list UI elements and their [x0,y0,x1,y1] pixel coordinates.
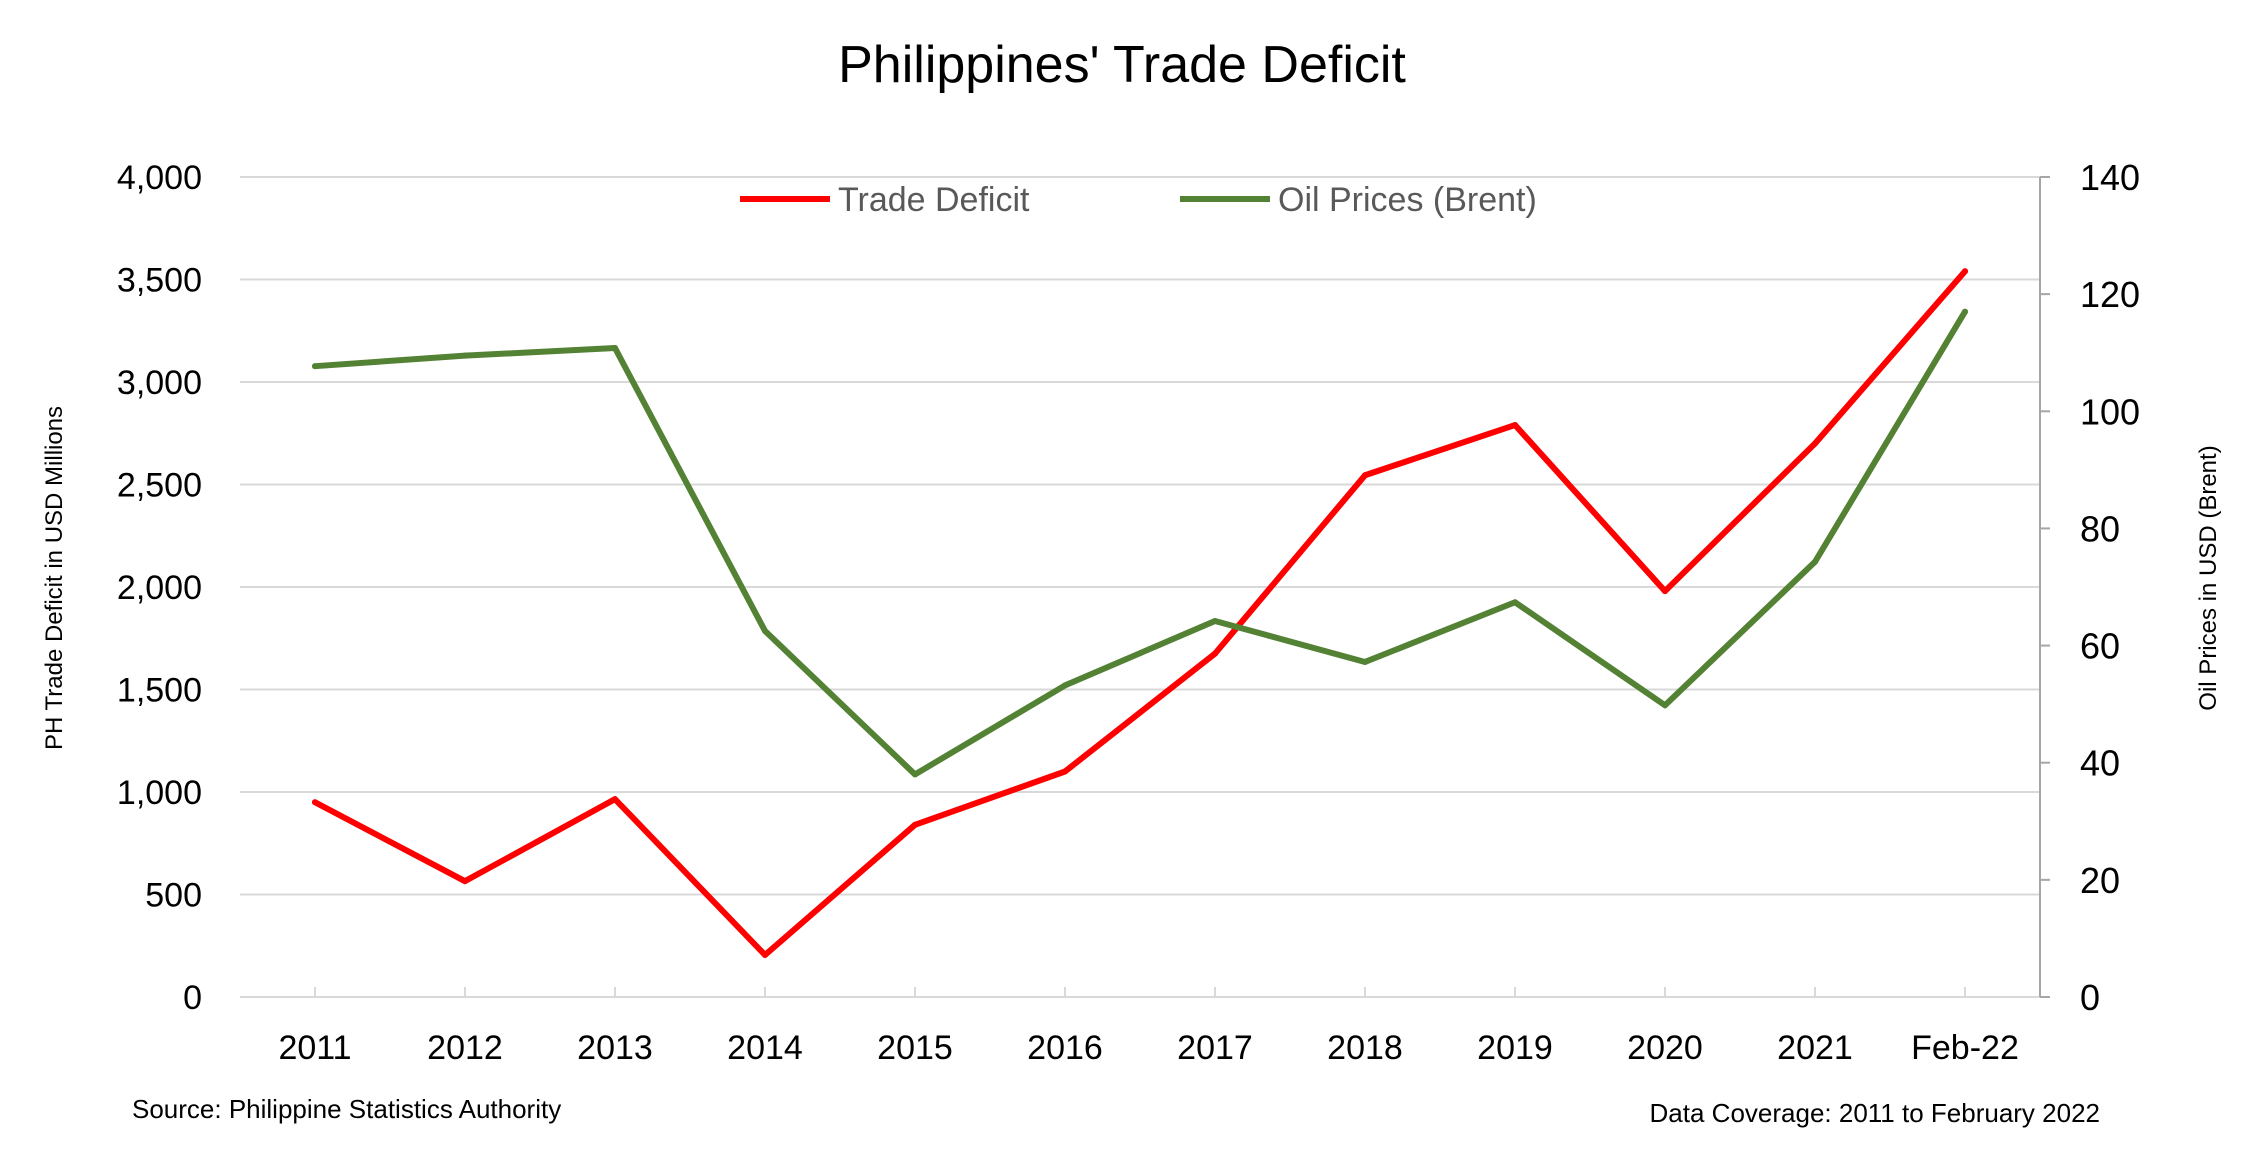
data-point-trade-deficit [1362,472,1368,479]
data-point-oil-prices [1062,682,1068,689]
data-point-oil-prices [1812,558,1818,565]
left-axis-title: PH Trade Deficit in USD Millions [41,406,68,750]
data-point-trade-deficit [762,951,768,958]
left-tick-label: 2,500 [117,467,202,505]
series-line-trade-deficit [312,268,1968,958]
data-point-oil-prices [912,771,918,778]
data-point-oil-prices [462,352,468,359]
right-tick-label: 60 [2080,626,2120,667]
x-tick-label: 2018 [1327,1029,1403,1067]
right-tick-label: 40 [2080,743,2120,784]
data-point-trade-deficit [1662,588,1668,595]
right-tick-label: 100 [2080,391,2140,432]
left-tick-label: 1,500 [117,672,202,710]
right-tick-label: 20 [2080,860,2120,901]
data-point-oil-prices [312,363,318,370]
right-axis-title: Oil Prices in USD (Brent) [2195,445,2222,710]
data-point-trade-deficit [612,796,618,803]
x-tick-label: 2013 [577,1029,653,1067]
left-tick-label: 3,000 [117,364,202,402]
right-tick-label: 120 [2080,274,2140,315]
left-tick-label: 3,500 [117,262,202,300]
right-tick-label: 80 [2080,508,2120,549]
coverage-note: Data Coverage: 2011 to February 2022 [1650,1098,2100,1128]
axes [240,177,2041,998]
data-point-oil-prices [1362,658,1368,665]
x-tick-label: 2021 [1777,1029,1853,1067]
legend-label-oil-prices: Oil Prices (Brent) [1278,181,1537,219]
chart-title: Philippines' Trade Deficit [838,36,1406,94]
data-point-oil-prices [1962,308,1968,315]
data-point-oil-prices [1512,599,1518,606]
x-tick-label: 2019 [1477,1029,1553,1067]
data-point-trade-deficit [312,799,318,806]
data-point-oil-prices [762,627,768,634]
data-point-trade-deficit [1962,268,1968,275]
left-tick-label: 0 [183,979,202,1017]
data-point-oil-prices [612,345,618,352]
data-point-oil-prices [1212,617,1218,624]
data-point-trade-deficit [1062,768,1068,775]
data-point-trade-deficit [462,878,468,885]
right-tick-label: 140 [2080,157,2140,198]
data-point-oil-prices [1662,702,1668,709]
series-lines [312,268,1968,958]
x-tick-label: 2012 [427,1029,503,1067]
series-line-oil-prices [312,308,1968,778]
data-point-trade-deficit [1212,650,1218,657]
left-tick-label: 500 [145,877,202,915]
left-tick-label: 4,000 [117,159,202,197]
x-tick-label: 2020 [1627,1029,1703,1067]
x-axis-ticks: 2011 2012 2013 2014 2015 2016 2017 2018 2019 2020… [278,987,2019,1067]
gridlines [240,176,2040,896]
x-tick-label: 2014 [727,1029,803,1067]
left-tick-label: 2,000 [117,569,202,607]
x-tick-label: Feb-22 [1911,1029,2019,1067]
right-axis-ticks: 0 20 40 60 80 100 120 140 [2040,157,2140,1018]
right-tick-label: 0 [2080,977,2100,1018]
x-tick-label: 2017 [1177,1029,1253,1067]
x-tick-label: 2015 [877,1029,953,1067]
data-point-trade-deficit [912,821,918,828]
left-axis-ticks: 0 500 1,000 1,500 2,000 2,500 3,000 3,500 4,000 [117,159,202,1017]
data-point-trade-deficit [1512,422,1518,429]
x-tick-label: 2016 [1027,1029,1103,1067]
legend-label-trade-deficit: Trade Deficit [838,181,1030,219]
x-tick-label: 2011 [278,1029,351,1067]
data-point-trade-deficit [1812,440,1818,447]
left-tick-label: 1,000 [117,774,202,812]
legend: Trade Deficit Oil Prices (Brent) [740,181,1537,219]
source-note: Source: Philippine Statistics Authority [132,1094,561,1124]
